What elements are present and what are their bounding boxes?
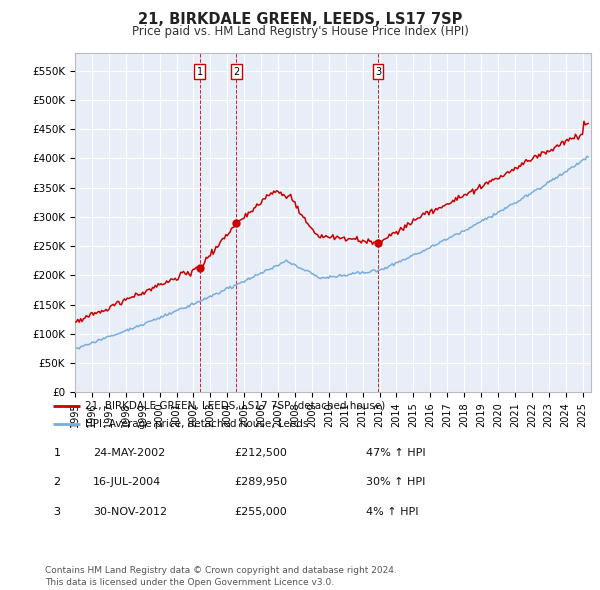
- Text: £212,500: £212,500: [234, 448, 287, 457]
- Text: 30% ↑ HPI: 30% ↑ HPI: [366, 477, 425, 487]
- Text: 47% ↑ HPI: 47% ↑ HPI: [366, 448, 425, 457]
- Text: Price paid vs. HM Land Registry's House Price Index (HPI): Price paid vs. HM Land Registry's House …: [131, 25, 469, 38]
- Text: 2: 2: [53, 477, 61, 487]
- Text: 16-JUL-2004: 16-JUL-2004: [93, 477, 161, 487]
- Text: 30-NOV-2012: 30-NOV-2012: [93, 507, 167, 516]
- Text: 24-MAY-2002: 24-MAY-2002: [93, 448, 165, 457]
- Text: £289,950: £289,950: [234, 477, 287, 487]
- Text: 2: 2: [233, 67, 239, 77]
- Text: 1: 1: [53, 448, 61, 457]
- Text: £255,000: £255,000: [234, 507, 287, 516]
- Text: Contains HM Land Registry data © Crown copyright and database right 2024.
This d: Contains HM Land Registry data © Crown c…: [45, 566, 397, 587]
- Text: HPI: Average price, detached house, Leeds: HPI: Average price, detached house, Leed…: [85, 419, 308, 429]
- Text: 3: 3: [375, 67, 381, 77]
- Text: 1: 1: [197, 67, 203, 77]
- Text: 3: 3: [53, 507, 61, 516]
- Text: 21, BIRKDALE GREEN, LEEDS, LS17 7SP (detached house): 21, BIRKDALE GREEN, LEEDS, LS17 7SP (det…: [85, 401, 385, 411]
- Text: 21, BIRKDALE GREEN, LEEDS, LS17 7SP: 21, BIRKDALE GREEN, LEEDS, LS17 7SP: [138, 12, 462, 27]
- Text: 4% ↑ HPI: 4% ↑ HPI: [366, 507, 419, 516]
